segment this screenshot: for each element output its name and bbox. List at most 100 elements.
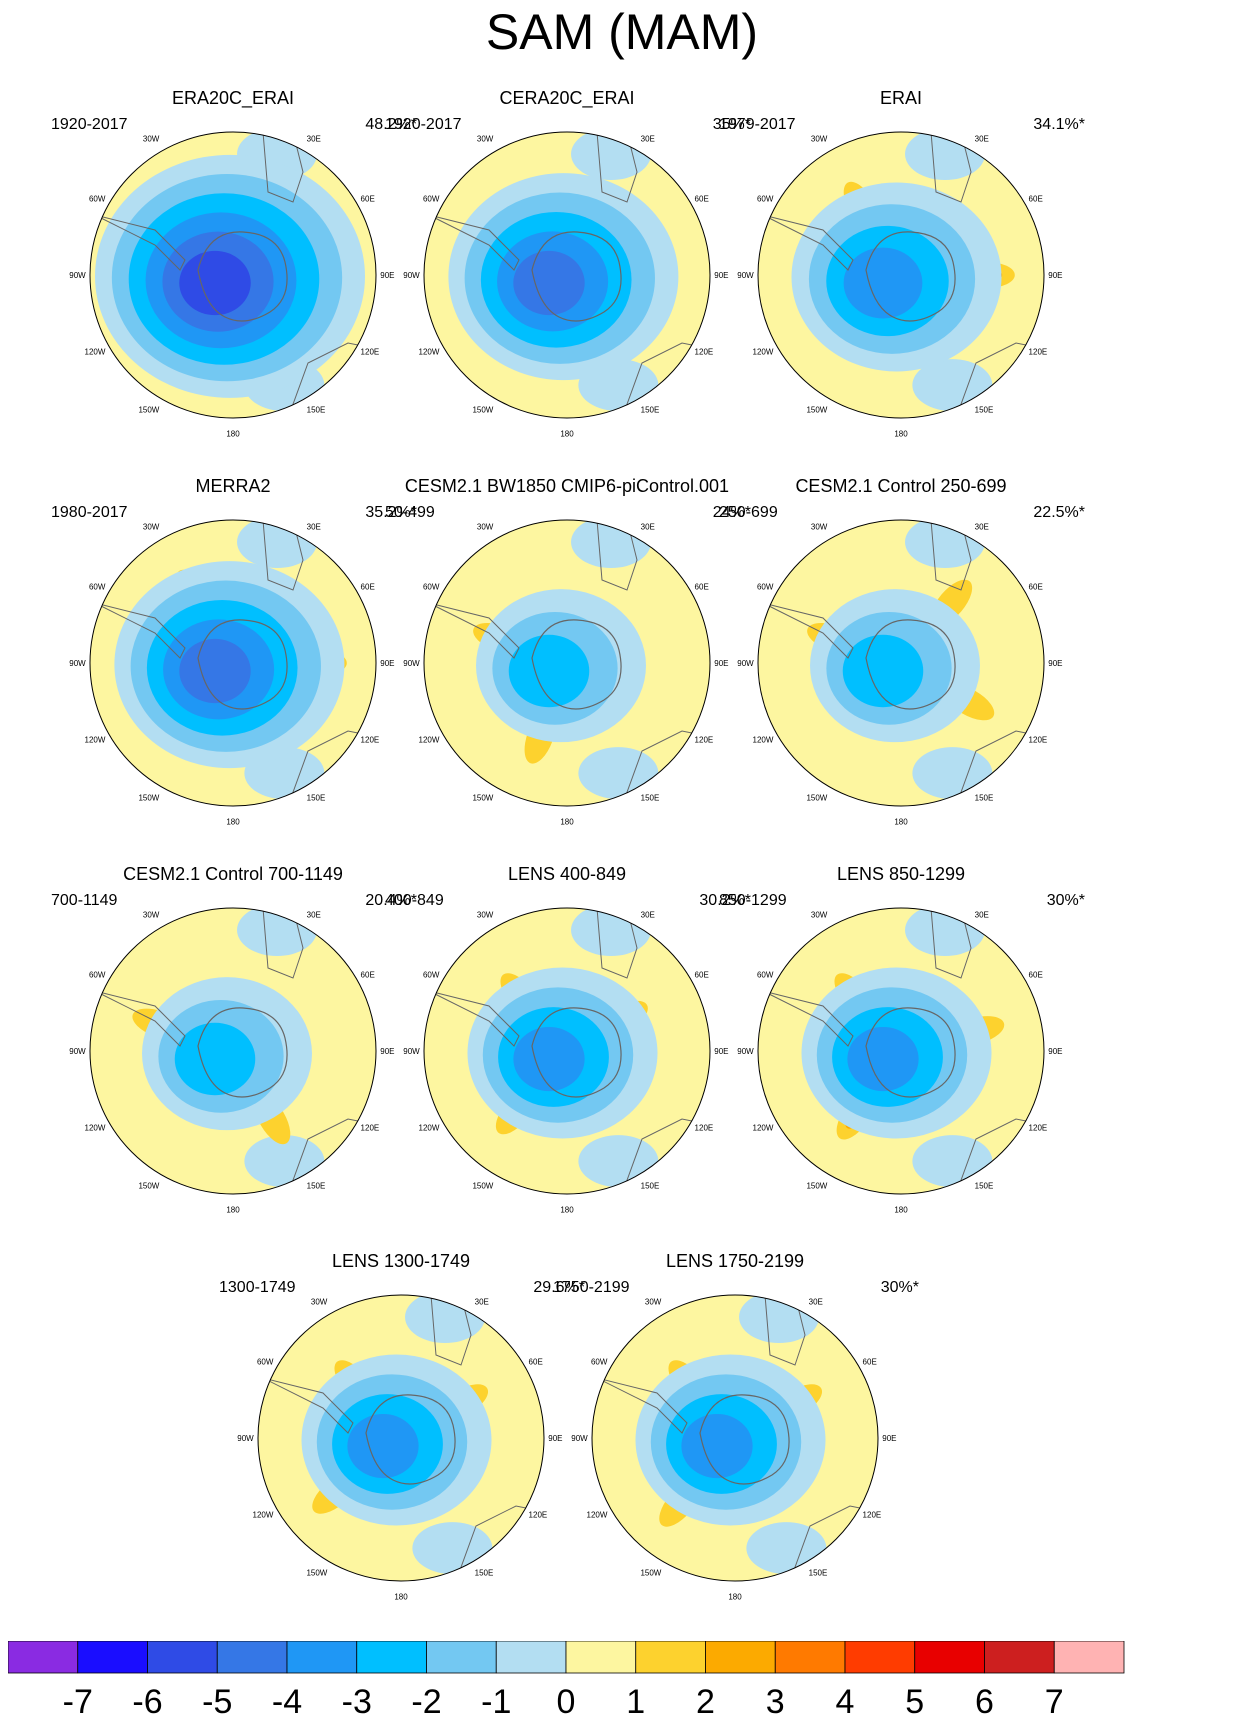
lon-label-right_top: 30E: [809, 1297, 823, 1306]
colorbar-tick-label: 6: [975, 1683, 994, 1719]
lon-label-left_lower: 120W: [85, 348, 106, 357]
lon-label-bottom: 180: [560, 817, 574, 826]
lon-label-right_upper: 60E: [695, 970, 709, 979]
panel-period: 850-1299: [719, 892, 787, 909]
south-america-coastline: [596, 1377, 688, 1434]
colorbar-swatch: [426, 1641, 497, 1674]
panel-erai: ERAI 1979-2017 34.1%* 018030E30W60E60W90…: [711, 88, 1091, 438]
map-border: [423, 519, 711, 807]
colorbar-tick-label: 0: [557, 1683, 576, 1719]
lon-label-right_top: 30E: [641, 522, 655, 531]
negative-patch: [746, 1522, 827, 1575]
polar-map: 018030E30W60E60W90E90W120E120W150E150W: [403, 131, 729, 438]
lon-label-left_top: 30W: [311, 1297, 328, 1306]
lon-label-left_top: 30W: [811, 910, 828, 919]
lon-label-left_bottom: 150W: [472, 1182, 493, 1191]
polar-map: 018030E30W60E60W90E90W120E120W150E150W: [737, 519, 1063, 826]
map-field: [758, 132, 1044, 418]
map-border: [757, 131, 1045, 419]
africa-coastline: [930, 132, 972, 203]
negative-patch: [571, 520, 652, 569]
colorbar: -7 -6 -5 -4 -3 -2 -1 0 1 2 3 4 5 6 7: [8, 1641, 1125, 1719]
africa-coastline: [930, 908, 972, 979]
panel-period: 400-849: [385, 892, 444, 909]
negative-anomaly: [179, 250, 251, 316]
lon-label-left_mid: 90W: [69, 659, 86, 668]
lon-label-right_bottom: 150E: [641, 406, 660, 415]
lon-label-bottom: 180: [894, 1205, 908, 1214]
negative-patch: [237, 908, 318, 957]
negative-patch: [578, 747, 659, 800]
lon-label-left_bottom: 150W: [138, 406, 159, 415]
polar-map: 018030E30W60E60W90E90W120E120W150E150W: [69, 131, 395, 438]
lon-label-right_bottom: 150E: [975, 406, 994, 415]
lon-label-right_mid: 90E: [714, 1047, 728, 1056]
colorbar-tick-label: 5: [905, 1683, 924, 1719]
lon-label-left_upper: 60W: [89, 194, 106, 203]
antarctica-coastline: [865, 1007, 956, 1098]
lon-label-left_bottom: 150W: [472, 406, 493, 415]
panel-lens-1300-1749: LENS 1300-1749 1300-1749 29.6%* 018030E3…: [211, 1251, 591, 1601]
antarctica-coastline: [699, 1394, 790, 1485]
negative-patch: [912, 747, 993, 800]
map-field: [90, 520, 376, 806]
south-america-coastline: [428, 602, 520, 659]
panel-period: 1300-1749: [219, 1279, 296, 1296]
lon-label-left_upper: 60W: [423, 194, 440, 203]
map-border: [89, 519, 377, 807]
lon-label-right_lower: 120E: [1029, 736, 1048, 745]
negative-patch: [412, 1522, 493, 1575]
lon-label-right_upper: 60E: [695, 194, 709, 203]
lon-label-left_upper: 60W: [757, 970, 774, 979]
panel-period: 50-499: [385, 504, 435, 521]
south-america-coastline: [94, 990, 186, 1047]
antarctica-coastline: [197, 231, 288, 322]
panel-variance: 34.1%*: [1033, 116, 1085, 133]
colorbar-tick-label: 1: [626, 1683, 645, 1719]
lon-label-left_top: 30W: [477, 522, 494, 531]
lon-label-right_mid: 90E: [714, 659, 728, 668]
panel-variance: 30%*: [880, 1279, 919, 1296]
lon-label-right_bottom: 150E: [307, 794, 326, 803]
lon-label-right_top: 30E: [975, 522, 989, 531]
lon-label-right_lower: 120E: [361, 348, 380, 357]
negative-anomaly: [843, 247, 923, 319]
panel-period: 1979-2017: [719, 116, 796, 133]
lon-label-right_lower: 120E: [361, 1124, 380, 1133]
lon-label-right_bottom: 150E: [641, 1182, 660, 1191]
negative-patch: [578, 1135, 659, 1188]
colorbar-swatch: [1053, 1641, 1125, 1674]
antarctica-coastline: [197, 619, 288, 710]
africa-coastline: [596, 908, 638, 979]
lon-label-right_top: 30E: [475, 1297, 489, 1306]
lon-label-left_lower: 120W: [85, 736, 106, 745]
lon-label-bottom: 180: [226, 817, 240, 826]
lon-label-right_mid: 90E: [380, 1047, 394, 1056]
negative-anomaly: [508, 634, 590, 708]
antarctica-coastline: [197, 1007, 288, 1098]
lon-label-left_bottom: 150W: [806, 794, 827, 803]
panel-title: ERA20C_ERAI: [171, 88, 295, 108]
panel-title: LENS 1300-1749: [331, 1251, 471, 1271]
negative-anomaly: [842, 634, 924, 708]
figure-title: SAM (MAM): [485, 4, 759, 60]
lon-label-right_upper: 60E: [361, 582, 375, 591]
panel-title: LENS 400-849: [507, 864, 627, 884]
lon-label-left_lower: 120W: [587, 1511, 608, 1520]
lon-label-left_lower: 120W: [253, 1511, 274, 1520]
panel-variance: 35%*: [712, 116, 751, 133]
south-america-coastline: [262, 1377, 354, 1434]
map-field: [90, 908, 376, 1194]
lon-label-left_upper: 60W: [89, 582, 106, 591]
antarctica-coastline: [365, 1394, 456, 1485]
antarctica-coastline: [531, 231, 622, 322]
lon-label-right_bottom: 150E: [809, 1569, 828, 1578]
map-field: [258, 1295, 544, 1581]
lon-label-left_lower: 120W: [753, 1124, 774, 1133]
lon-label-left_lower: 120W: [419, 348, 440, 357]
map-border: [423, 131, 711, 419]
lon-label-bottom: 180: [560, 1205, 574, 1214]
panel-variance: 24%*: [712, 504, 751, 521]
lon-label-right_top: 30E: [307, 134, 321, 143]
polar-map: 018030E30W60E60W90E90W120E120W150E150W: [737, 131, 1063, 438]
